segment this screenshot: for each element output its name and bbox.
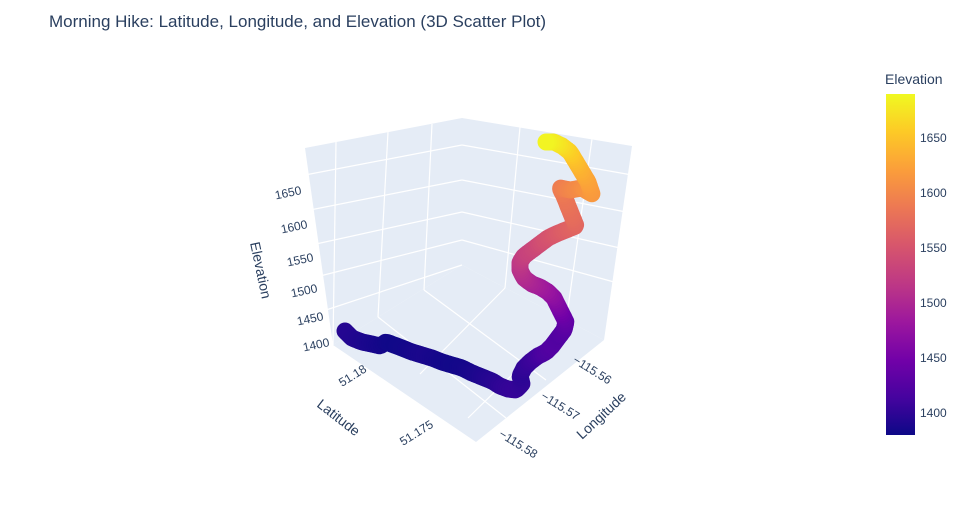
gridline xyxy=(315,211,463,245)
z-tick-label: 1500 xyxy=(290,281,319,300)
gridline xyxy=(319,239,463,277)
colorbar-title: Elevation xyxy=(885,71,943,87)
colorbar-tick-label: 1450 xyxy=(920,351,947,365)
z-tick-label: 1450 xyxy=(296,309,325,328)
colorbar: Elevation 1400 1450 1500 1550 1600 1650 xyxy=(885,71,947,435)
z-tick-label: 1400 xyxy=(302,335,331,354)
hike-trace[interactable] xyxy=(336,133,601,399)
x-axis-title: Latitude xyxy=(314,396,363,439)
gridline xyxy=(332,141,337,346)
gridline xyxy=(423,123,433,291)
y-tick-label: −115.56 xyxy=(570,353,614,388)
gridline xyxy=(377,131,389,318)
floor xyxy=(333,265,604,442)
back-wall-left xyxy=(305,118,462,345)
z-tick-label: 1550 xyxy=(286,250,315,269)
colorbar-tick-label: 1650 xyxy=(920,131,947,145)
gridline xyxy=(461,144,633,176)
chart-title: Morning Hike: Latitude, Longitude, and E… xyxy=(49,12,547,31)
gridline xyxy=(461,179,627,213)
gridline xyxy=(309,179,463,211)
colorbar-tick-label: 1600 xyxy=(920,186,947,200)
z-tick-label: 1600 xyxy=(280,217,309,236)
gridline xyxy=(304,144,463,176)
colorbar-tick-label: 1550 xyxy=(920,241,947,255)
colorbar-tick-label: 1500 xyxy=(920,296,947,310)
gridline xyxy=(461,239,615,283)
y-axis-title: Longitude xyxy=(573,388,629,442)
track-point[interactable] xyxy=(537,133,555,151)
gridline xyxy=(504,126,521,289)
y-tick-label: −115.57 xyxy=(538,389,582,424)
gridline xyxy=(325,264,463,311)
colorbar-tick-label: 1400 xyxy=(920,406,947,420)
x-tick-label: 51.175 xyxy=(397,417,436,448)
z-tick-label: 1650 xyxy=(274,183,303,202)
gridline xyxy=(461,211,621,249)
colorbar-gradient xyxy=(886,94,915,435)
z-axis-title: Elevation xyxy=(247,240,275,300)
y-tick-label: −115.58 xyxy=(496,427,540,462)
